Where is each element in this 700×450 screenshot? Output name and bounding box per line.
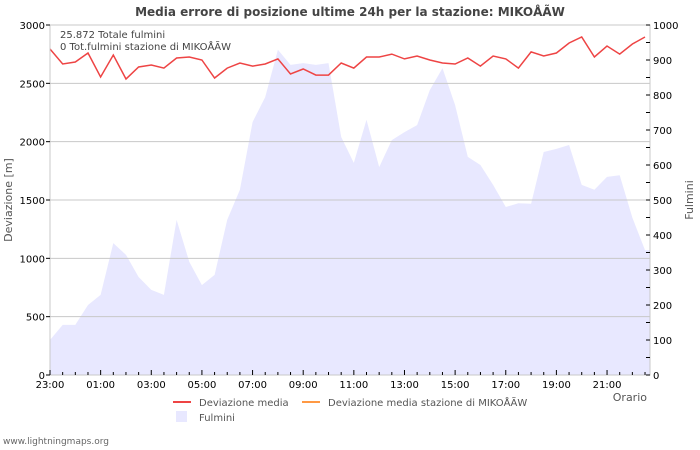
y2-tick-label: 1000 bbox=[653, 21, 678, 32]
y2-tick-label: 200 bbox=[653, 301, 672, 312]
chart-title: Media errore di posizione ultime 24h per… bbox=[135, 4, 565, 19]
y2-tick-label: 400 bbox=[653, 231, 672, 242]
y-axis-label: Deviazione [m] bbox=[2, 158, 15, 242]
x-axis-label: Orario bbox=[613, 391, 648, 404]
x-tick-label: 23:00 bbox=[36, 380, 65, 391]
x-tick-label: 11:00 bbox=[339, 380, 368, 391]
legend-label-fulmini: Fulmini bbox=[199, 413, 235, 424]
y2-axis-label: Fulmini bbox=[683, 180, 696, 220]
x-tick-label: 07:00 bbox=[238, 380, 267, 391]
fulmini-area-path bbox=[50, 50, 650, 375]
x-tick-label: 17:00 bbox=[491, 380, 520, 391]
x-tick-label: 09:00 bbox=[289, 380, 318, 391]
x-tick-label: 01:00 bbox=[86, 380, 115, 391]
x-tick-label: 13:00 bbox=[390, 380, 419, 391]
footer-credit: www.lightningmaps.org bbox=[3, 437, 109, 447]
y2-tick-label: 900 bbox=[653, 56, 672, 67]
x-tick-label: 21:00 bbox=[593, 380, 622, 391]
chart: Media errore di posizione ultime 24h per… bbox=[0, 0, 700, 450]
x-tick-label: 19:00 bbox=[542, 380, 571, 391]
total-strikes-note: 25.872 Totale fulmini bbox=[60, 30, 165, 41]
y2-tick-label: 800 bbox=[653, 91, 672, 102]
y-tick-label: 1500 bbox=[20, 196, 45, 207]
legend-label-deviation: Deviazione media bbox=[199, 398, 289, 409]
y2-tick-label: 100 bbox=[653, 336, 672, 347]
legend-swatch-fulmini bbox=[176, 411, 187, 422]
y2-tick-label: 500 bbox=[653, 196, 672, 207]
y2-tick-label: 700 bbox=[653, 126, 672, 137]
y-tick-label: 1000 bbox=[20, 254, 45, 265]
x-tick-label: 05:00 bbox=[188, 380, 217, 391]
station-strikes-note: 0 Tot.fulmini stazione di MIKOÅ Ã W bbox=[60, 40, 231, 53]
fulmini-area bbox=[50, 50, 650, 375]
legend: Deviazione media Deviazione media stazio… bbox=[173, 396, 527, 424]
y2-tick-label: 600 bbox=[653, 161, 672, 172]
y2-tick-label: 300 bbox=[653, 266, 672, 277]
x-tick-label: 15:00 bbox=[441, 380, 470, 391]
y2-tick-label: 0 bbox=[653, 371, 659, 382]
y-tick-label: 2000 bbox=[20, 138, 45, 149]
y-tick-label: 500 bbox=[26, 313, 45, 324]
x-tick-label: 03:00 bbox=[137, 380, 166, 391]
y-tick-label: 3000 bbox=[20, 21, 45, 32]
legend-label-station-deviation: Deviazione media stazione di MIKOÅ Ã W bbox=[328, 396, 527, 409]
y-tick-label: 2500 bbox=[20, 79, 45, 90]
